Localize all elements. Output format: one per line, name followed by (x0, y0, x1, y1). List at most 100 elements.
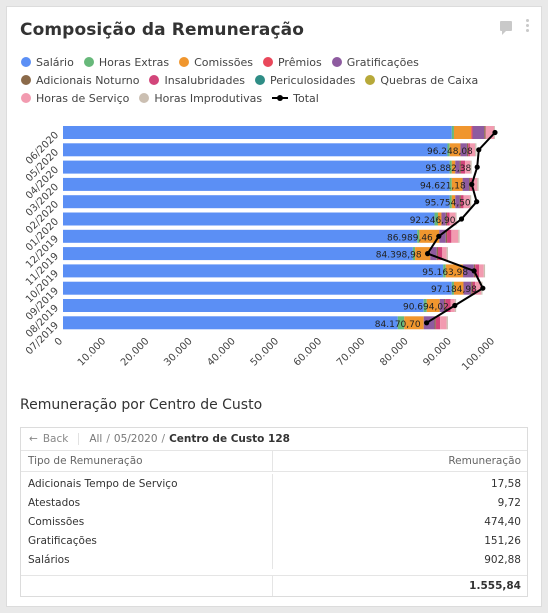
table-row[interactable]: Salários 902,88 (21, 550, 527, 569)
bar-segment[interactable] (471, 126, 473, 139)
bar-segment[interactable] (397, 316, 405, 330)
bar-segment[interactable] (444, 299, 446, 312)
bar-segment[interactable] (462, 177, 470, 191)
bar-segment[interactable] (63, 126, 452, 139)
breadcrumb-period[interactable]: 05/2020 (113, 433, 158, 445)
back-button[interactable]: ← Back (29, 433, 80, 445)
bar-segment[interactable] (446, 316, 448, 330)
bar-segment[interactable] (471, 281, 473, 295)
bar-segment[interactable] (453, 126, 472, 139)
bar-segment[interactable] (455, 212, 457, 226)
bar-segment[interactable] (412, 247, 416, 261)
bar-segment[interactable] (477, 177, 479, 191)
legend-item-premios[interactable]: Prêmios (262, 56, 322, 69)
legend-item-comissoes[interactable]: Comissões (179, 56, 253, 69)
bar-segment[interactable] (434, 212, 438, 226)
bar-segment[interactable] (445, 212, 448, 226)
bar-segment[interactable] (446, 247, 448, 261)
bar-segment[interactable] (470, 160, 472, 174)
bar-segment[interactable] (63, 143, 448, 157)
bar-segment[interactable] (451, 229, 459, 243)
bar-segment[interactable] (63, 212, 435, 226)
bar-segment[interactable] (469, 195, 472, 209)
bar-segment[interactable] (475, 281, 482, 295)
bar-segment[interactable] (469, 143, 476, 157)
bar-segment[interactable] (63, 299, 424, 312)
bar-segment[interactable] (449, 177, 452, 191)
comment-icon[interactable] (500, 21, 512, 35)
bar-segment[interactable] (437, 247, 443, 261)
bar-segment[interactable] (449, 195, 452, 209)
bar-segment[interactable] (445, 229, 448, 243)
legend-item-gratificacoes[interactable]: Gratificações (331, 56, 419, 69)
legend-item-total[interactable]: Total (272, 92, 319, 105)
bar-segment[interactable] (449, 143, 461, 157)
bar-segment[interactable] (479, 264, 484, 278)
bar-segment[interactable] (455, 160, 460, 174)
legend-item-horas-improdutivas[interactable]: Horas Improdutivas (139, 92, 262, 105)
table-row[interactable]: Gratificações 151,26 (21, 531, 527, 550)
bar-segment[interactable] (415, 247, 431, 261)
bar-segment[interactable] (451, 177, 463, 191)
bar-segment[interactable] (63, 281, 452, 295)
bar-segment[interactable] (434, 316, 436, 330)
bar-segment[interactable] (430, 247, 437, 261)
bar-segment[interactable] (451, 281, 454, 295)
bar-segment[interactable] (63, 229, 418, 243)
legend-item-periculosidades[interactable]: Periculosidades (254, 74, 355, 87)
bar-segment[interactable] (451, 160, 456, 174)
bar-segment[interactable] (404, 316, 424, 330)
bar-segment[interactable] (439, 299, 445, 312)
bar-segment[interactable] (439, 229, 446, 243)
bar-segment[interactable] (460, 160, 466, 174)
bar-segment[interactable] (441, 212, 446, 226)
bar-segment[interactable] (465, 160, 471, 174)
bar-segment[interactable] (63, 177, 450, 191)
bar-segment[interactable] (463, 264, 474, 278)
bar-segment[interactable] (435, 316, 441, 330)
bar-segment[interactable] (468, 143, 470, 157)
bar-segment[interactable] (419, 229, 440, 243)
breadcrumb-all[interactable]: All (89, 433, 103, 445)
bar-segment[interactable] (447, 143, 450, 157)
bar-segment[interactable] (475, 264, 480, 278)
column-header-type[interactable]: Tipo de Remuneração (21, 451, 273, 471)
bar-segment[interactable] (447, 212, 450, 226)
legend-item-salario[interactable]: Salário (21, 56, 74, 69)
bar-segment[interactable] (463, 195, 470, 209)
bar-segment[interactable] (449, 212, 456, 226)
bar-segment[interactable] (463, 281, 472, 295)
table-row[interactable]: Adicionais Tempo de Serviço 17,58 (21, 474, 527, 493)
bar-segment[interactable] (443, 264, 446, 278)
bar-segment[interactable] (63, 160, 450, 174)
legend-item-quebras-de-caixa[interactable]: Quebras de Caixa (365, 74, 478, 87)
bar-segment[interactable] (484, 126, 486, 139)
bar-segment[interactable] (436, 247, 438, 261)
bar-segment[interactable] (485, 126, 495, 139)
legend-item-tempo-de-servico[interactable]: Horas de Serviço (21, 92, 129, 105)
bar-segment[interactable] (466, 143, 469, 157)
more-options-icon[interactable] (526, 19, 529, 32)
bar-segment[interactable] (437, 212, 442, 226)
bar-segment[interactable] (63, 264, 444, 278)
bar-segment[interactable] (449, 160, 452, 174)
bar-segment[interactable] (451, 126, 454, 139)
bar-segment[interactable] (451, 195, 456, 209)
table-row[interactable]: Comissões 474,40 (21, 512, 527, 531)
bar-segment[interactable] (440, 316, 447, 330)
bar-segment[interactable] (417, 229, 420, 243)
bar-segment[interactable] (455, 195, 460, 209)
bar-segment[interactable] (472, 126, 485, 139)
bar-segment[interactable] (442, 247, 447, 261)
bar-segment[interactable] (458, 229, 460, 243)
bar-segment[interactable] (423, 299, 427, 312)
bar-segment[interactable] (459, 160, 461, 174)
legend-item-horas-extras[interactable]: Horas Extras (83, 56, 169, 69)
bar-segment[interactable] (445, 264, 464, 278)
bar-segment[interactable] (63, 316, 398, 330)
bar-segment[interactable] (445, 299, 451, 312)
legend-item-insalubridades[interactable]: Insalubridades (149, 74, 245, 87)
bar-segment[interactable] (63, 195, 450, 209)
bar-segment[interactable] (63, 247, 413, 261)
column-header-value[interactable]: Remuneração (448, 455, 521, 467)
